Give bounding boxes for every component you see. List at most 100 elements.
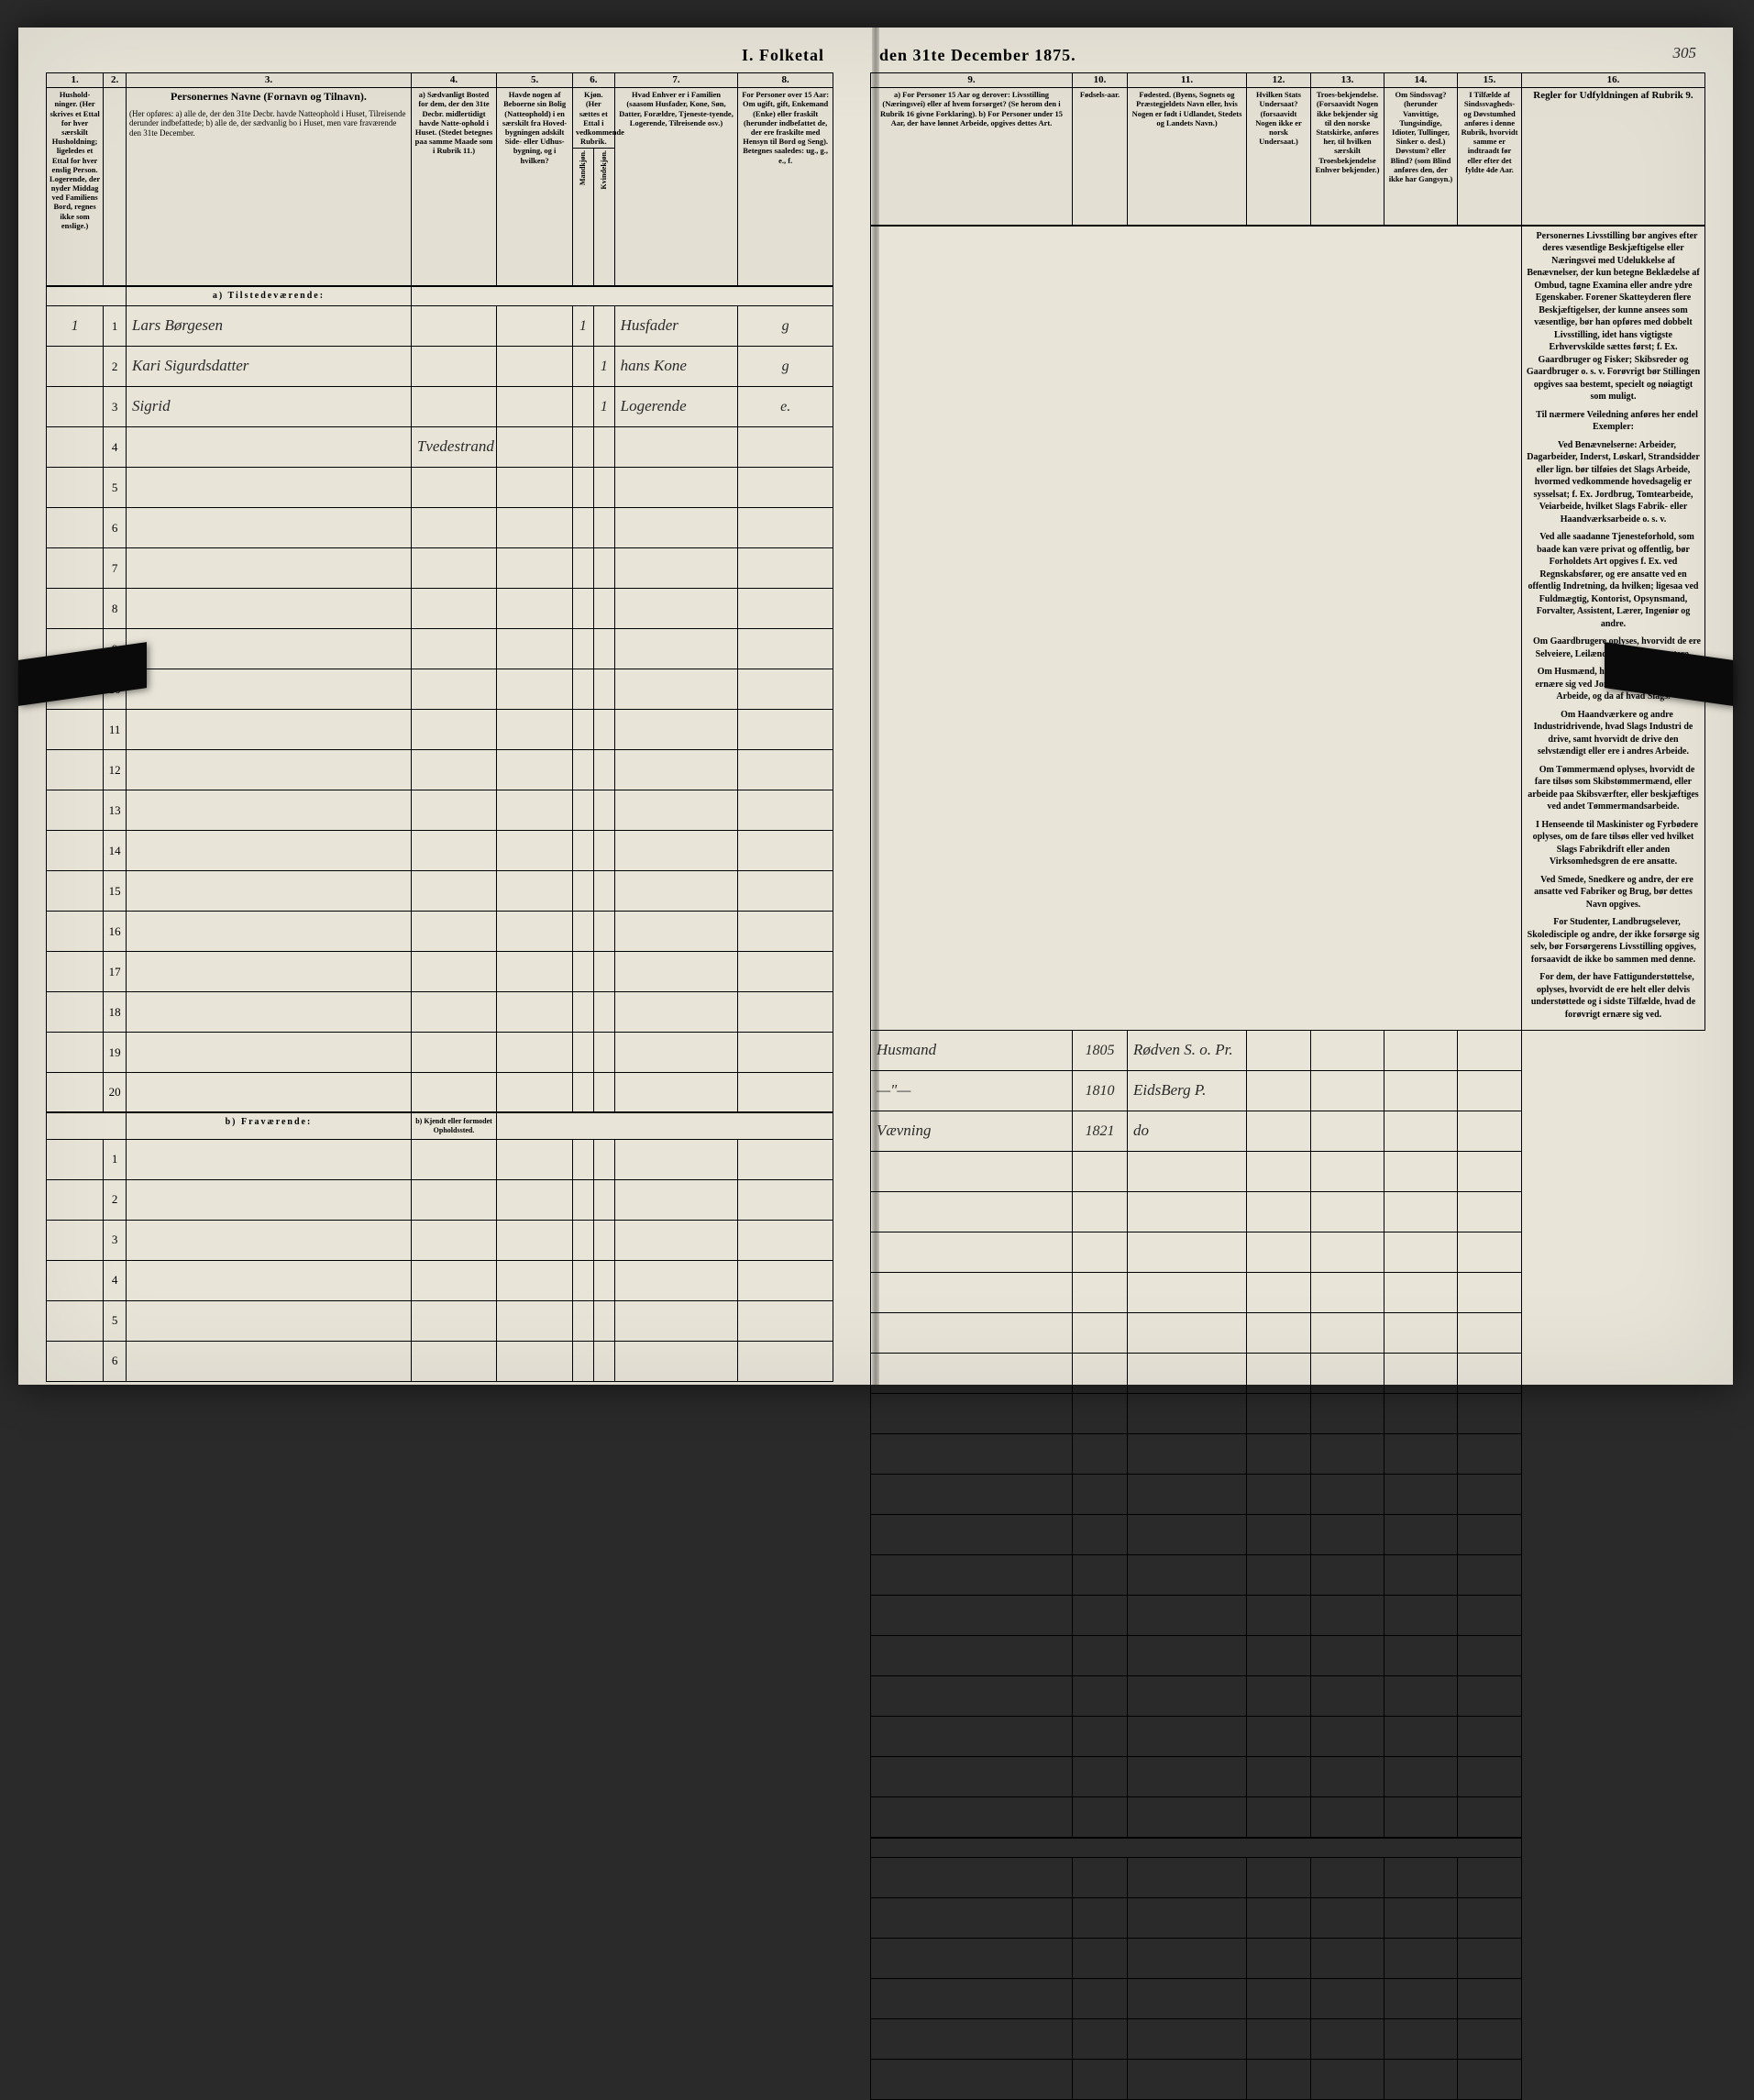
cell <box>1073 1596 1128 1636</box>
section-b-col4: b) Kjendt eller formodet Opholdssted. <box>411 1112 496 1139</box>
cell <box>47 588 104 628</box>
cell <box>497 1220 573 1260</box>
birthplace-cell: Rødven S. o. Pr. <box>1128 1031 1247 1071</box>
cell <box>1311 1676 1384 1717</box>
cell <box>1311 1394 1384 1434</box>
rownum-cell: 11 <box>104 709 127 749</box>
cell <box>1247 1898 1311 1939</box>
cell <box>47 870 104 911</box>
table-row-empty: 17 <box>47 951 833 991</box>
cell <box>1458 1676 1522 1717</box>
cell <box>1247 1555 1311 1596</box>
table-row-empty: 2 <box>47 1179 833 1220</box>
cell <box>411 669 496 709</box>
nationality-cell <box>1247 1152 1311 1192</box>
column-header-row: Hushold-ninger. (Her skrives et Ettal fo… <box>47 88 833 149</box>
cell <box>593 628 614 669</box>
right-page: 305 den 31te December 1875. 9. 10. 11. 1… <box>852 28 1733 1385</box>
table-row-empty <box>871 1475 1705 1515</box>
cell <box>411 1179 496 1220</box>
cell <box>1384 1717 1458 1757</box>
data-rows-absent: 123456 <box>47 1139 833 1381</box>
section-b-header: b) Fraværende: b) Kjendt eller formodet … <box>47 1112 833 1139</box>
cell <box>573 1072 594 1112</box>
disability-age-cell <box>1458 1071 1522 1111</box>
cell <box>593 1341 614 1381</box>
cell <box>47 951 104 991</box>
birthyear-cell: 1821 <box>1073 1111 1128 1152</box>
cell <box>738 1220 833 1260</box>
cell <box>1458 1273 1522 1313</box>
colnum-2: 2. <box>104 73 127 88</box>
cell <box>1247 1596 1311 1636</box>
cell <box>614 628 738 669</box>
cell <box>614 709 738 749</box>
cell <box>871 1354 1073 1394</box>
male-cell <box>573 386 594 426</box>
cell <box>1128 1979 1247 2019</box>
cell <box>127 1300 412 1341</box>
cell <box>1128 1596 1247 1636</box>
cell <box>127 1032 412 1072</box>
cell <box>593 1220 614 1260</box>
cell <box>1073 1273 1128 1313</box>
table-row: Husmand 1805 Rødven S. o. Pr. <box>871 1031 1705 1071</box>
instruction-paragraph: Ved Smede, Snedkere og andre, der ere an… <box>1526 874 1701 912</box>
cell <box>573 951 594 991</box>
table-row-empty <box>871 1636 1705 1676</box>
instructions-cell: Personernes Livsstilling bør angives eft… <box>1522 226 1705 1031</box>
cell <box>614 1300 738 1341</box>
cell <box>1384 1313 1458 1354</box>
cell <box>1128 1939 1247 1979</box>
cell <box>1384 1515 1458 1555</box>
table-row-empty <box>871 1898 1705 1939</box>
cell <box>738 1032 833 1072</box>
section-b-label: b) Fraværende: <box>127 1112 412 1139</box>
cell <box>593 1179 614 1220</box>
cell <box>871 1555 1073 1596</box>
cell <box>1073 1858 1128 1898</box>
cell <box>738 467 833 507</box>
table-row-empty <box>871 1192 1705 1232</box>
cell <box>1247 1797 1311 1838</box>
cell <box>1384 1898 1458 1939</box>
cell <box>1247 1354 1311 1394</box>
cell <box>738 790 833 830</box>
cell <box>1073 1555 1128 1596</box>
table-row-empty <box>871 2019 1705 2060</box>
cell <box>127 669 412 709</box>
cell <box>1458 1232 1522 1273</box>
table-row-empty <box>871 1232 1705 1273</box>
marital-cell: g <box>738 346 833 386</box>
cell <box>411 709 496 749</box>
cell <box>127 911 412 951</box>
cell <box>1458 1757 1522 1797</box>
female-cell: 1 <box>593 386 614 426</box>
cell <box>1073 1676 1128 1717</box>
cell <box>1311 1354 1384 1394</box>
cell <box>411 790 496 830</box>
cell <box>738 870 833 911</box>
family-cell: hans Kone <box>614 346 738 386</box>
table-row-empty <box>871 1555 1705 1596</box>
header-birthplace: Fødested. (Byens, Sognets og Præstegjeld… <box>1128 88 1247 226</box>
cell <box>871 1313 1073 1354</box>
header-rules: Regler for Udfyldningen af Rubrik 9. <box>1522 88 1705 226</box>
cell <box>47 1260 104 1300</box>
cell <box>614 1072 738 1112</box>
cell <box>1247 1273 1311 1313</box>
cell <box>738 709 833 749</box>
cell <box>614 911 738 951</box>
household-cell <box>47 426 104 467</box>
female-cell <box>593 305 614 346</box>
table-row-empty: 3 <box>47 1220 833 1260</box>
cell <box>1458 1192 1522 1232</box>
cell <box>1247 1313 1311 1354</box>
rownum-cell: 16 <box>104 911 127 951</box>
cell <box>871 1515 1073 1555</box>
cell <box>127 709 412 749</box>
cell <box>127 749 412 790</box>
table-row-empty: 11 <box>47 709 833 749</box>
family-cell: Logerende <box>614 386 738 426</box>
cell <box>497 951 573 991</box>
